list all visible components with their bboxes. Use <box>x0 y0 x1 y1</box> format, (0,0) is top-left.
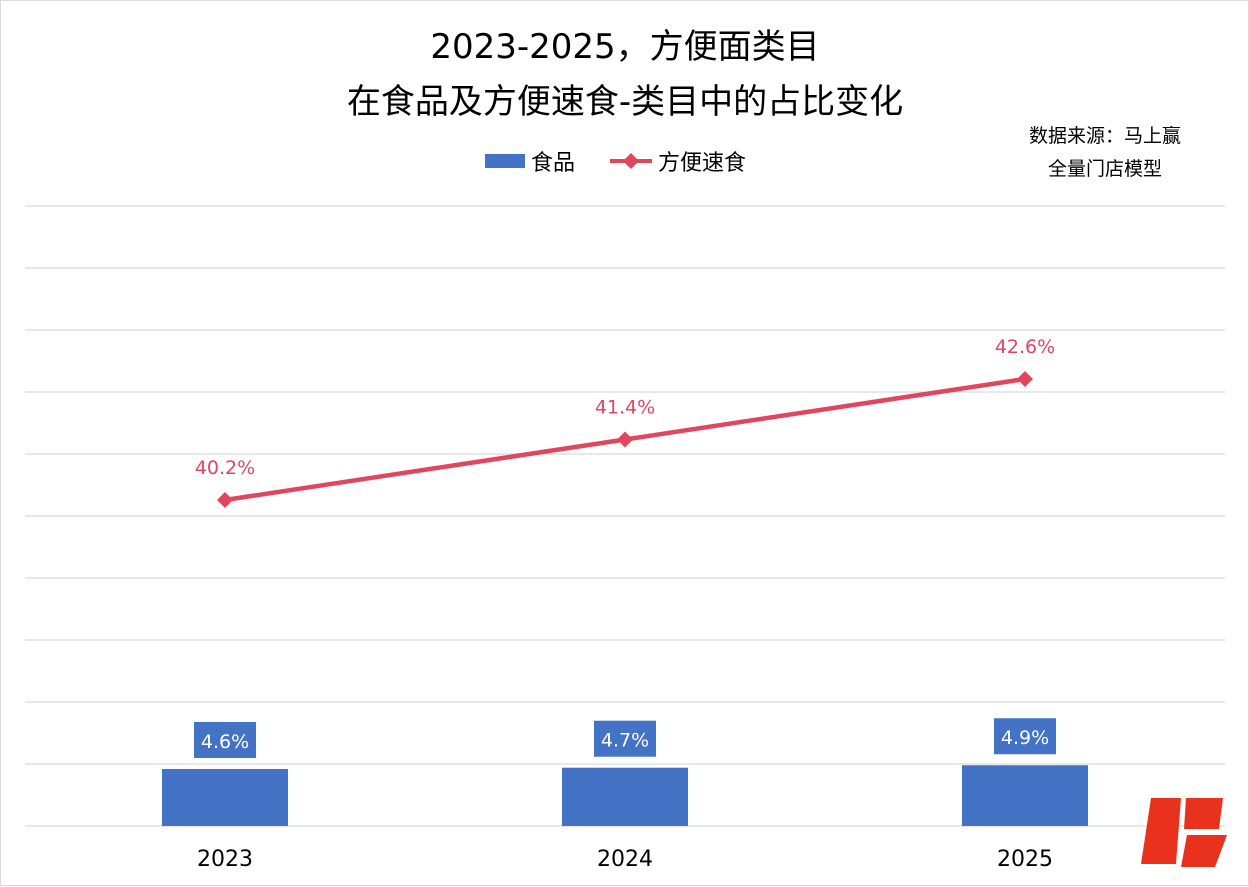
legend-swatch-bar <box>485 154 525 168</box>
line-data-label: 41.4% <box>595 397 655 419</box>
bar-data-label: 4.6% <box>201 731 249 753</box>
source-line-2: 全量门店模型 <box>1048 158 1162 180</box>
watermark-logo <box>1141 798 1227 867</box>
bar <box>162 768 288 826</box>
x-tick-label: 2025 <box>997 847 1053 872</box>
legend-label-bar: 食品 <box>531 151 575 176</box>
bar-data-label-box <box>594 720 656 757</box>
line-point-marker <box>617 431 633 448</box>
chart-title-line-1: 2023-2025，方便面类目 <box>430 27 819 67</box>
line-data-label: 40.2% <box>195 457 255 479</box>
chart-title-line-2: 在食品及方便速食-类目中的占比变化 <box>347 82 903 122</box>
legend-label-line: 方便速食 <box>658 151 746 176</box>
bar-data-label-box <box>194 721 256 758</box>
bar <box>962 765 1088 826</box>
line-point-marker <box>1017 371 1033 387</box>
bar-series: 4.6% 4.7% 4.9% <box>162 718 1088 826</box>
line-data-label: 42.6% <box>995 336 1055 358</box>
bar <box>562 767 688 826</box>
source-line-1: 数据来源：马上赢 <box>1029 125 1181 147</box>
bar-data-label: 4.9% <box>1001 727 1049 749</box>
bar-data-label-box <box>994 718 1056 755</box>
x-tick-label: 2024 <box>597 847 653 872</box>
watermark-glyph-icon <box>1141 798 1227 867</box>
line-point-marker <box>217 492 233 508</box>
bar-data-label: 4.7% <box>601 730 649 752</box>
line-series: 40.2% 41.4% 42.6% <box>195 336 1055 508</box>
legend-marker-icon <box>623 153 639 169</box>
legend: 食品 方便速食 <box>485 151 746 176</box>
x-tick-label: 2023 <box>197 847 253 872</box>
